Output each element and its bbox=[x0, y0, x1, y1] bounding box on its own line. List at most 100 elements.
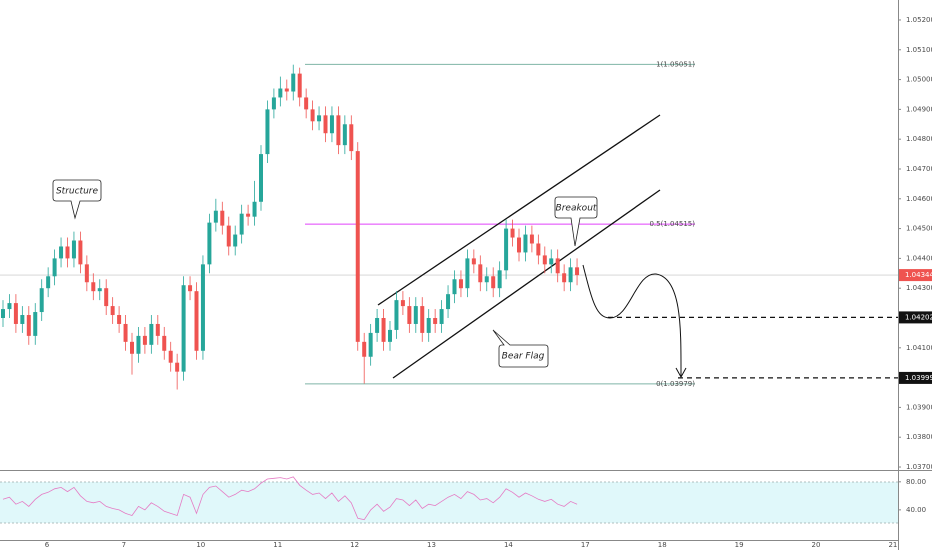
candle-body bbox=[259, 154, 263, 202]
candle-body bbox=[213, 210, 218, 223]
candle-body bbox=[142, 335, 147, 345]
x-tick-label: 13 bbox=[427, 541, 436, 549]
candle-body bbox=[59, 246, 64, 259]
x-tick-label: 6 bbox=[45, 541, 50, 549]
candle-body bbox=[400, 300, 405, 307]
annotation: Breakout bbox=[556, 204, 597, 214]
x-tick-label: 14 bbox=[504, 541, 513, 549]
x-tick-label: 17 bbox=[581, 541, 590, 549]
candle-body bbox=[336, 115, 341, 146]
candle-body bbox=[368, 332, 373, 357]
candle-body bbox=[529, 234, 534, 244]
rsi-band bbox=[0, 482, 898, 523]
y-tick-label: 1.04300 bbox=[906, 284, 932, 292]
y-tick-label: 1.04100 bbox=[906, 344, 932, 352]
y-tick-label: 1.04500 bbox=[906, 225, 932, 233]
candle-body bbox=[284, 88, 289, 92]
candle-body bbox=[7, 303, 12, 310]
candle-body bbox=[33, 312, 38, 336]
candle-body bbox=[246, 213, 251, 217]
candle-body bbox=[497, 270, 502, 289]
candle-body bbox=[542, 255, 547, 265]
candle-body bbox=[484, 276, 489, 283]
candle-body bbox=[291, 73, 296, 92]
candle-body bbox=[130, 341, 134, 354]
channel-upper bbox=[377, 114, 661, 306]
fib-label: 1(1.05051) bbox=[656, 60, 695, 68]
candle-body bbox=[504, 228, 509, 271]
candle-body bbox=[278, 88, 283, 98]
rsi bbox=[2, 476, 578, 521]
candle-body bbox=[439, 309, 444, 324]
x-tick-label: 12 bbox=[350, 541, 359, 549]
candle-body bbox=[136, 335, 141, 354]
candle-body bbox=[46, 276, 51, 289]
candle-body bbox=[65, 246, 70, 259]
y-tick-label: 1.04600 bbox=[906, 195, 932, 203]
candle-body bbox=[252, 201, 257, 217]
x-tick-label: 20 bbox=[812, 541, 821, 549]
y-tick-label: 1.05100 bbox=[906, 46, 932, 54]
y-tick-label: 1.03900 bbox=[906, 403, 932, 411]
candle-body bbox=[413, 306, 418, 324]
candle-body bbox=[233, 234, 238, 247]
projection-path bbox=[582, 264, 682, 377]
rsi-tick-label: 40.00 bbox=[906, 506, 926, 514]
candle-body bbox=[575, 267, 580, 276]
candle-body bbox=[465, 258, 470, 289]
candle-body bbox=[491, 276, 496, 289]
callout-structure bbox=[52, 179, 102, 220]
candle-body bbox=[549, 258, 554, 265]
candle-body bbox=[149, 323, 154, 345]
candle-body bbox=[536, 243, 541, 256]
candle-body bbox=[200, 264, 205, 351]
candle-body bbox=[220, 210, 225, 226]
y-tick-label: 1.03700 bbox=[906, 463, 932, 471]
candle-body bbox=[471, 258, 476, 265]
candle-body bbox=[104, 288, 109, 307]
candle-body bbox=[426, 318, 431, 333]
candle-body bbox=[123, 323, 128, 342]
annotation: Structure bbox=[56, 187, 99, 197]
candle-body bbox=[375, 318, 380, 333]
x-tick-label: 21 bbox=[888, 541, 897, 549]
candle-body bbox=[20, 315, 25, 324]
last-price-tag bbox=[899, 269, 932, 282]
candle-body bbox=[239, 213, 244, 235]
candle-body bbox=[226, 225, 231, 247]
candle-body bbox=[388, 329, 392, 342]
channel-lower bbox=[392, 189, 661, 379]
rsi-line bbox=[2, 476, 578, 521]
candle-body bbox=[188, 285, 193, 292]
candle-body bbox=[26, 315, 31, 336]
x-tick-label: 18 bbox=[658, 541, 667, 549]
candle-body bbox=[355, 151, 360, 342]
price-tag-label: 1.03999 bbox=[905, 374, 932, 382]
candle-body bbox=[175, 362, 180, 372]
candle-body bbox=[271, 97, 276, 110]
candle-body bbox=[394, 300, 399, 330]
candle-body bbox=[39, 288, 44, 313]
y-tick-label: 1.05000 bbox=[906, 76, 932, 84]
candle-body bbox=[342, 124, 347, 146]
candle-body bbox=[304, 97, 309, 110]
y-tick-label: 1.04400 bbox=[906, 254, 932, 262]
annotation: Bear Flag bbox=[502, 352, 545, 362]
candle-body bbox=[362, 341, 367, 357]
candle-body bbox=[446, 294, 451, 310]
x-tick-label: 7 bbox=[122, 541, 126, 549]
price-tag bbox=[899, 371, 932, 384]
candle-body bbox=[162, 335, 167, 351]
price-tag-label: 1.04202 bbox=[905, 313, 932, 321]
candle-body bbox=[510, 228, 515, 238]
candle-body bbox=[433, 318, 438, 324]
candle-body bbox=[110, 306, 115, 316]
candle-body bbox=[297, 73, 302, 98]
x-tick-label: 10 bbox=[196, 541, 205, 549]
y-tick-label: 1.04700 bbox=[906, 165, 932, 173]
candle-body bbox=[452, 279, 457, 295]
axes: 1.037001.038001.039001.040001.041001.042… bbox=[45, 16, 932, 549]
projection-arrow bbox=[675, 367, 687, 379]
candle-body bbox=[207, 222, 212, 265]
candle-body bbox=[323, 115, 328, 134]
